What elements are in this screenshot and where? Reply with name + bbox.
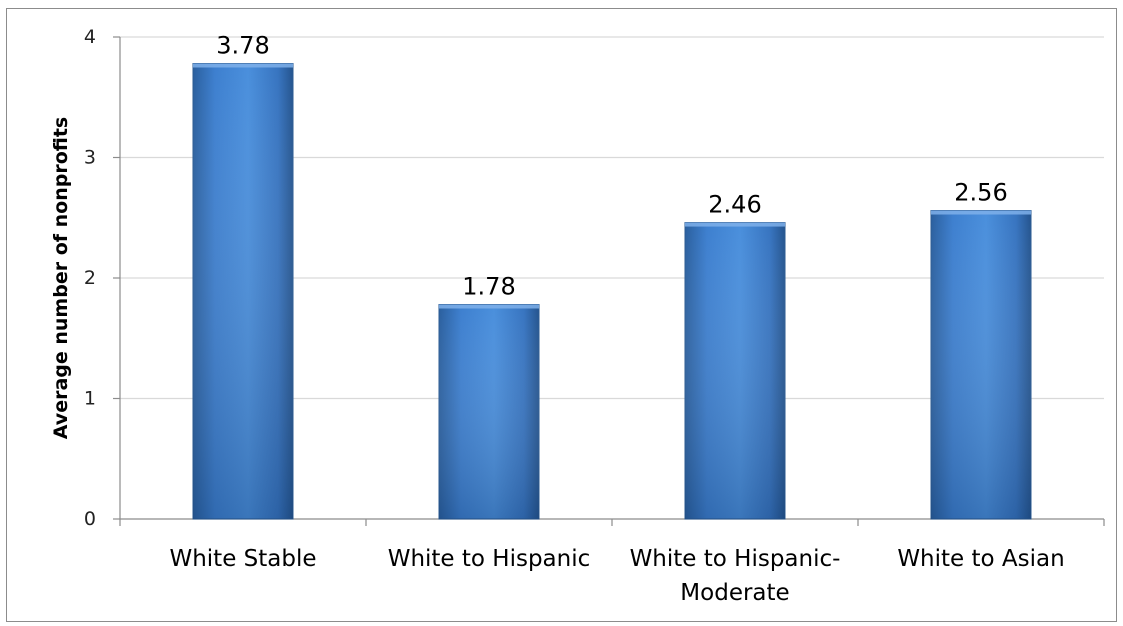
y-tick-label: 1: [84, 388, 96, 410]
bar: [438, 304, 540, 520]
data-label: 1.78: [462, 273, 515, 301]
y-axis-title: Average number of nonprofits: [50, 117, 72, 439]
x-category-label: White to Hispanic: [388, 546, 591, 572]
y-tick-label: 3: [84, 147, 96, 169]
x-category-label: White to Hispanic-: [630, 546, 841, 572]
y-tick-label: 2: [84, 267, 96, 289]
bar: [684, 222, 786, 520]
x-category-label: Moderate: [680, 580, 789, 606]
bar: [930, 210, 1032, 520]
y-tick-label: 4: [84, 26, 96, 48]
x-category-label: White to Asian: [897, 546, 1064, 572]
y-tick-label: 0: [84, 508, 96, 530]
x-category-label: White Stable: [169, 546, 316, 572]
bars: [192, 63, 1032, 520]
data-label: 2.46: [708, 191, 761, 219]
data-label: 3.78: [216, 32, 269, 60]
bar: [192, 63, 294, 520]
labels: 0 1 2 3 4 3.78 White Stable 1.78 White to Hispan…: [84, 26, 1065, 606]
data-label: 2.56: [954, 179, 1007, 207]
